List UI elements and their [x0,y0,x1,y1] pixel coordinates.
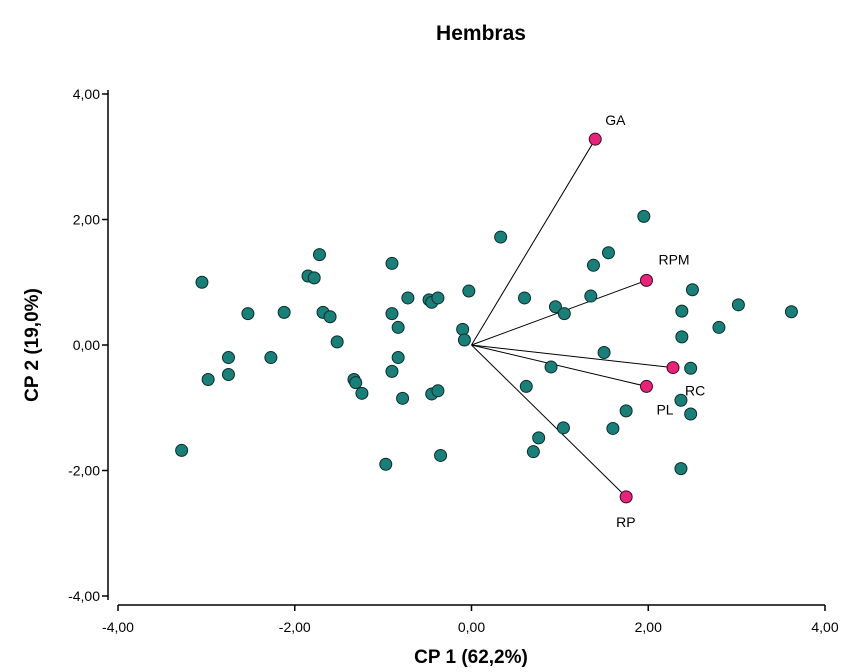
vector-pl [471,344,647,387]
observation-point [221,351,235,365]
observation-point [601,246,615,260]
variable-label-rpm: RPM [658,251,689,267]
variable-label-rc: RC [685,383,705,399]
y-tick-label: 2,00 [73,212,100,228]
observation-point [312,248,326,262]
observation-point [731,298,745,312]
observation-point [349,376,363,390]
observation-point [201,373,215,387]
y-tick-label: 4,00 [73,86,100,102]
observation-point [532,431,546,445]
observation-point [637,209,651,223]
observation-point [456,322,470,336]
observation-point [457,333,471,347]
observation-point [431,384,445,398]
observation-point [330,335,344,349]
observation-point [586,258,600,272]
x-ticks: -4,00 -2,00 0,00 2,00 4,00 [102,605,839,635]
x-tick-label: -2,00 [279,619,311,635]
observation-point [379,457,393,471]
observation-point [385,256,399,270]
observation-point [221,367,235,381]
variable-label-pl: PL [656,401,673,417]
observation-point [241,307,255,321]
variable-label-rp: RP [616,514,635,530]
observation-point [434,448,448,462]
observation-point [675,330,689,344]
observation-point [391,320,405,334]
observation-point [606,421,620,435]
observation-point [619,404,633,418]
observation-point [462,284,476,298]
observation-point [518,291,532,305]
observation-point [307,271,321,285]
observation-point [584,289,598,303]
y-axis: 4,00 2,00 0,00 -2,00 -4,00 [68,86,109,604]
observation-point [431,291,445,305]
observation-point [526,445,540,459]
observation-point [355,386,369,400]
observation-point [675,304,689,318]
y-tick-label: -4,00 [68,588,100,604]
observation-point [277,305,291,319]
y-ticks: 4,00 2,00 0,00 -2,00 -4,00 [68,86,108,604]
variable-label-ga: GA [605,112,626,128]
y-tick-label: -2,00 [68,463,100,479]
x-tick-label: 4,00 [811,619,838,635]
variable-point-rpm [639,273,653,287]
x-axis: -4,00 -2,00 0,00 2,00 4,00 [102,604,839,635]
vector-rp [471,344,627,498]
observation-point [684,407,698,421]
observation-points [175,209,798,476]
variable-point-rp [619,490,633,504]
observation-point [175,443,189,457]
variable-vectors [471,138,674,498]
chart-title: Hembras [436,22,526,45]
y-tick-label: 0,00 [73,337,100,353]
variable-points: GA RPM RC PL RP [588,112,705,530]
observation-point [784,305,798,319]
observation-point [264,351,278,365]
observation-point [685,283,699,297]
observation-point [674,462,688,476]
observation-point [385,364,399,378]
observation-point [684,361,698,375]
observation-point [323,310,337,324]
variable-point-rc [666,361,680,375]
observation-point [674,393,688,407]
observation-point [494,230,508,244]
variable-point-ga [588,132,602,146]
x-tick-label: -4,00 [102,619,134,635]
x-axis-label: CP 1 (62,2%) [414,647,528,668]
x-tick-label: 2,00 [635,619,662,635]
observation-point [556,421,570,435]
observation-point [557,307,571,321]
observation-point [195,275,209,289]
observation-point [712,320,726,334]
variable-point-pl [639,379,653,393]
vector-rc [471,344,674,369]
vector-ga [471,138,596,346]
observation-point [396,391,410,405]
x-tick-label: 0,00 [458,619,485,635]
observation-point [385,307,399,321]
observation-point [544,360,558,374]
observation-point [391,351,405,365]
observation-point [548,300,562,314]
observation-point [597,346,611,360]
observation-point [401,291,415,305]
observation-point [519,379,533,393]
y-axis-label: CP 2 (19,0%) [22,288,43,402]
